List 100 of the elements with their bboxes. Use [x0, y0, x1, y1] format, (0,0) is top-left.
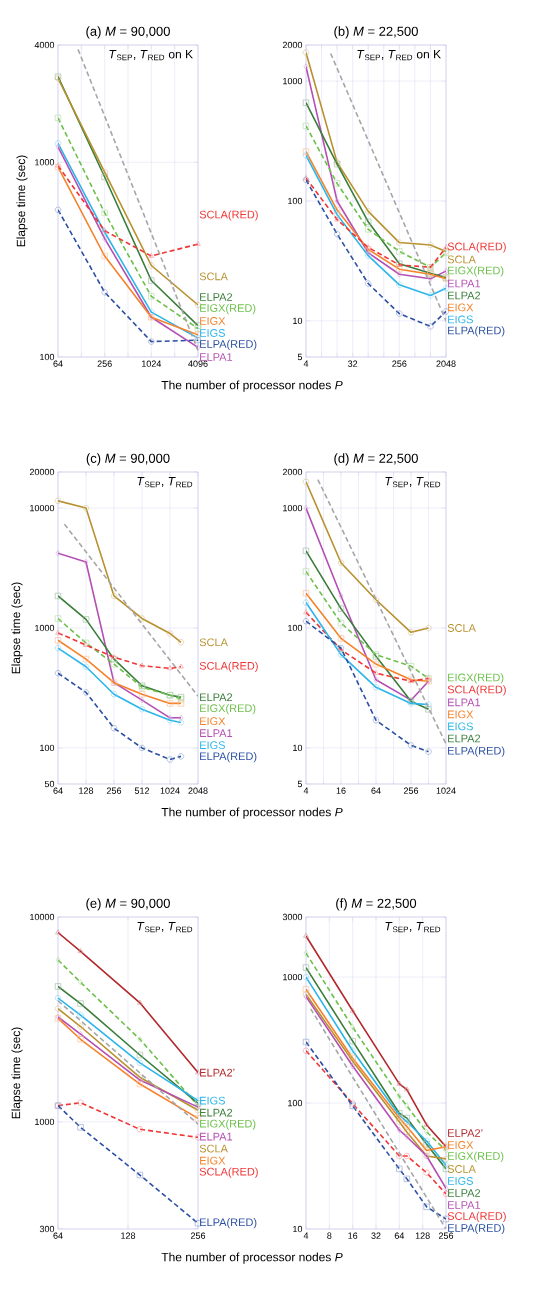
series-label: EIGX(RED): [448, 673, 504, 684]
y-tick-label: 10000: [30, 504, 55, 512]
text: EIGS: [448, 315, 473, 324]
y-tick-label: 100: [288, 624, 303, 632]
text: EIGX: [448, 303, 474, 312]
x-tick-label: 2048: [436, 360, 456, 367]
y-tick-label: 50: [44, 780, 55, 788]
x-tick-label: 128: [121, 1232, 136, 1239]
series-label: ELPA(RED): [200, 752, 257, 763]
y-tick-label: 100: [288, 197, 303, 205]
chart-title: (d) M = 22,500: [334, 453, 418, 466]
text: ELPA1: [448, 698, 481, 707]
chart-title: (a) M = 90,000: [86, 26, 170, 39]
x-tick-label: 4: [303, 360, 309, 367]
series-label: EIGX(RED): [448, 1151, 504, 1163]
y-tick-label: 10: [293, 317, 303, 325]
series-label: SCLA: [447, 255, 476, 264]
series-label: ELPA2: [200, 1108, 233, 1117]
series-label: EIGS: [200, 1096, 225, 1105]
y-tick-label: 100: [288, 1099, 303, 1107]
series-label: ELPA1: [200, 353, 233, 361]
x-tick-label: 64: [371, 787, 381, 794]
text: EIGS: [448, 722, 473, 731]
y-tick-label: 5: [297, 780, 303, 788]
series-label: SCLA(RED): [447, 242, 506, 253]
series-label: ELPA1: [448, 279, 481, 288]
y-axis-title: Elapse time (sec): [16, 155, 28, 247]
series-label: EIGS: [448, 1177, 473, 1185]
series-label: ELPA(RED): [448, 746, 505, 757]
series-label: EIGX: [200, 317, 226, 325]
y-tick-label: 10: [293, 744, 303, 752]
series-label: ELPA2’: [200, 1068, 235, 1077]
series-label: EIGX(RED): [200, 303, 256, 315]
x-tick-label: 256: [438, 1232, 454, 1239]
series-label: ELPA2’: [448, 1129, 483, 1137]
series-label: EIGX(RED): [448, 266, 504, 277]
y-tick-label: 3000: [282, 913, 303, 921]
x-tick-label: 1024: [142, 360, 162, 367]
y-tick-label: 1000: [283, 973, 303, 981]
y-tick-label: 100: [40, 744, 55, 752]
x-tick-label: 32: [371, 1232, 381, 1239]
chart-title: (c) M = 90,000: [86, 453, 170, 466]
y-axis-title: Elapse time (sec): [11, 582, 23, 674]
x-tick-label: 32: [348, 360, 358, 367]
x-tick-label: 64: [394, 1232, 405, 1239]
x-tick-label: 4: [303, 1232, 309, 1239]
y-tick-label: 100: [40, 353, 55, 361]
series-label: EIGX(RED): [200, 704, 256, 715]
series-label: ELPA1: [200, 729, 233, 737]
y-tick-label: 5: [297, 353, 303, 361]
y-tick-label: 20000: [29, 468, 55, 476]
x-tick-label: 128: [415, 1232, 430, 1239]
x-tick-label: 128: [79, 787, 94, 794]
text: SCLA(RED): [199, 1167, 258, 1178]
series-label: SCLA(RED): [447, 1211, 506, 1223]
chart-subtitle: T$_{SEP}$, T$_{RED}$ on K: [109, 50, 193, 61]
x-tick-label: 1024: [436, 787, 456, 794]
series-label: SCLA(RED): [199, 661, 258, 672]
series-label: EIGX: [448, 1141, 474, 1149]
series-label: SCLA: [199, 638, 228, 647]
x-tick-label: 256: [106, 787, 122, 794]
series-label: ELPA2: [200, 693, 233, 701]
x-tick-label: 1024: [160, 787, 180, 794]
y-tick-label: 1000: [35, 624, 55, 632]
series-label: ELPA2: [448, 291, 481, 300]
x-tick-label: 64: [53, 787, 63, 794]
x-tick-label: 8: [327, 1232, 332, 1239]
x-tick-label: 256: [403, 787, 419, 794]
y-tick-label: 10: [293, 1225, 303, 1233]
y-tick-label: 1000: [283, 504, 303, 512]
chart-subtitle: T$_{SEP}$, T$_{RED}$: [137, 922, 193, 933]
series-label: ELPA(RED): [448, 1223, 505, 1235]
x-tick-label: 16: [348, 1232, 358, 1239]
text: EIGX: [448, 710, 474, 719]
x-tick-label: 4: [303, 787, 309, 794]
series-label: SCLA: [447, 624, 476, 632]
chart-title: (f) M = 22,500: [336, 898, 417, 911]
y-tick-label: 1000: [35, 159, 55, 166]
x-axis-title: The number of processor nodes P: [161, 1252, 343, 1264]
series-label: EIGX: [200, 717, 226, 726]
series-label: SCLA(RED): [199, 210, 258, 221]
chart-title: (b) M = 22,500: [334, 26, 418, 39]
y-tick-label: 4000: [34, 41, 55, 49]
x-tick-label: 2048: [188, 787, 208, 794]
y-tick-label: 2000: [282, 468, 303, 476]
chart-title: (e) M = 90,000: [86, 898, 170, 911]
series-label: ELPA(RED): [200, 1218, 257, 1229]
text: ELPA1: [200, 1132, 233, 1141]
chart-subtitle: T$_{SEP}$, T$_{RED}$: [385, 922, 441, 933]
x-tick-label: 4096: [188, 360, 208, 367]
x-tick-label: 256: [392, 360, 407, 367]
x-tick-label: 256: [190, 1232, 206, 1239]
y-tick-label: 10000: [30, 913, 55, 921]
series-label: ELPA1: [448, 1201, 481, 1209]
series-label: SCLA(RED): [447, 685, 506, 696]
x-tick-label: 256: [97, 360, 112, 367]
x-tick-label: 64: [53, 360, 63, 367]
x-axis-title: The number of processor nodes P: [161, 807, 343, 819]
y-tick-label: 2000: [282, 41, 303, 49]
text: EIGS: [200, 741, 225, 750]
